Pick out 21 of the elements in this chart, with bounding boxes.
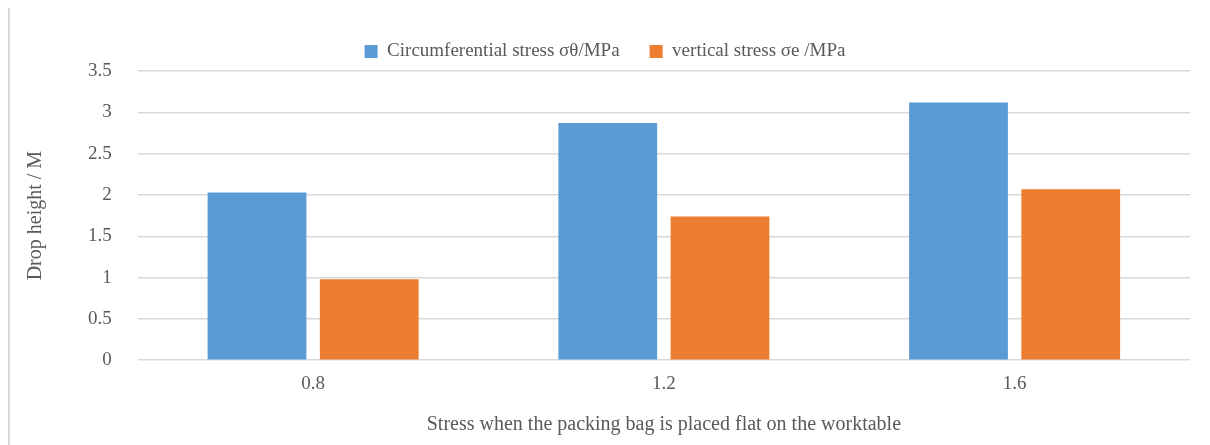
y-tick-label: 2 [102,182,112,204]
x-tick-label: 0.8 [301,371,325,393]
y-axis-title: Drop height / M [23,150,47,281]
bar [319,279,419,360]
legend-label: Circumferential stress σθ/MPa [387,39,621,61]
y-tick-label: 0 [102,348,112,370]
y-tick-label: 3 [102,100,112,122]
y-tick-label: 2.5 [88,141,112,163]
y-tick-label: 1 [102,265,112,287]
x-axis-title: Stress when the packing bag is placed flat on the worktable [426,412,902,436]
bar [207,192,307,360]
bar [1021,189,1121,360]
x-tick-label: 1.6 [1002,371,1027,393]
bar [909,102,1008,360]
bar [670,216,770,360]
y-tick-label: 3.5 [88,58,112,80]
x-tick-label: 1.2 [652,371,676,393]
y-tick-label: 1.5 [88,224,112,246]
y-tick-label: 0.5 [88,306,112,328]
bar [558,123,658,360]
legend-label: vertical stress σe /MPa [672,39,846,61]
